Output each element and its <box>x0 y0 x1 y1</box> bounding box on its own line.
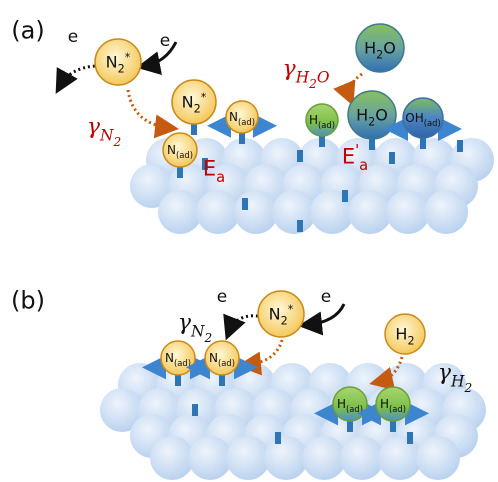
label-part: * <box>288 303 294 316</box>
label-part: O <box>317 69 330 87</box>
label-part: 2 <box>463 381 472 395</box>
species-label: (a) <box>11 16 44 44</box>
label-part: (ad) <box>318 120 335 130</box>
label-part: E <box>342 144 355 168</box>
label-part: * <box>201 91 207 104</box>
label-part: (ad) <box>389 404 406 414</box>
label-part: H <box>356 106 368 125</box>
adsorption-arrow <box>128 90 170 128</box>
surface-atom <box>158 190 202 234</box>
electron-out-arrow <box>60 66 95 86</box>
surface-atom <box>196 190 240 234</box>
label-part: 2 <box>308 77 317 91</box>
electron-out-arrow <box>229 316 258 332</box>
label-part: H <box>337 397 346 411</box>
surface-site <box>297 150 303 162</box>
label-part: 2 <box>118 63 125 76</box>
species-label: γN2 <box>87 115 121 149</box>
label-part: H <box>295 69 310 87</box>
label-part: H <box>309 113 318 127</box>
label-part: N <box>190 323 205 341</box>
surface-atom <box>302 436 346 480</box>
surface-site <box>297 220 303 232</box>
label-part: γ <box>438 361 452 386</box>
surface-atom <box>416 436 460 480</box>
label-part: N <box>106 53 118 72</box>
surface-site <box>275 432 281 444</box>
label-part: E <box>203 156 216 180</box>
label-part: N <box>167 143 176 157</box>
label-part: N <box>209 351 218 365</box>
label-part: 2 <box>407 335 414 348</box>
species-label: e <box>321 287 331 307</box>
label-part: O <box>383 39 396 58</box>
label-part: γ <box>178 311 192 336</box>
surface-atom <box>386 190 430 234</box>
species-label: e <box>160 31 170 51</box>
label-part: O <box>375 106 388 125</box>
label-part: (ad) <box>424 118 441 128</box>
surface-site <box>192 404 198 416</box>
label-part: (ad) <box>218 358 235 368</box>
surface-atom <box>264 436 308 480</box>
label-part: N <box>165 351 174 365</box>
label-part: H <box>450 373 465 391</box>
surface-site <box>457 140 463 152</box>
label-part: (ad) <box>238 117 255 127</box>
surface-atom <box>378 436 422 480</box>
label-part: 2 <box>203 331 212 345</box>
label-part: * <box>125 51 131 64</box>
electron-in-arrow <box>307 304 344 325</box>
surface-atom <box>348 190 392 234</box>
label-part: N <box>269 305 281 324</box>
label-part: N <box>229 110 238 124</box>
figure: (a)eeN2*γN2N2*N(ad)N(ad)EaγH2OH2OH(ad)H2… <box>0 0 498 482</box>
species-label: e <box>68 27 78 47</box>
label-part: H <box>364 39 376 58</box>
surface-site <box>342 190 348 202</box>
label-part: (ad) <box>346 404 363 414</box>
label-part: H <box>395 325 407 344</box>
species-label: γN2 <box>178 311 212 345</box>
surface-site <box>407 432 413 444</box>
surface-atom <box>150 436 194 480</box>
label-part: 2 <box>281 315 288 328</box>
label-part: N <box>99 127 114 145</box>
adsorption-arrow <box>246 340 282 365</box>
surface-site <box>389 152 395 164</box>
surface-atom <box>234 190 278 234</box>
label-part: a <box>359 157 368 174</box>
species-label: γH2O <box>283 57 330 91</box>
species-label: (b) <box>11 286 45 314</box>
surface-atom <box>424 190 468 234</box>
surface-atom <box>272 190 316 234</box>
surface-atom <box>188 436 232 480</box>
label-part: (ad) <box>176 150 193 160</box>
label-part: 2 <box>112 135 121 149</box>
label-part: a <box>216 169 225 186</box>
label-part: γ <box>87 115 101 140</box>
surface-site <box>242 198 248 210</box>
label-part: H <box>380 397 389 411</box>
label-part: 2 <box>194 103 201 116</box>
label-part: N <box>182 93 194 112</box>
label-part: (ad) <box>174 358 191 368</box>
species-label: e <box>217 287 227 307</box>
label-part: 2 <box>368 116 375 129</box>
surface-atom <box>340 436 384 480</box>
label-part: 2 <box>376 49 383 62</box>
label-part: γ <box>283 57 297 82</box>
label-part: OH <box>405 111 423 125</box>
surface-atom <box>226 436 270 480</box>
